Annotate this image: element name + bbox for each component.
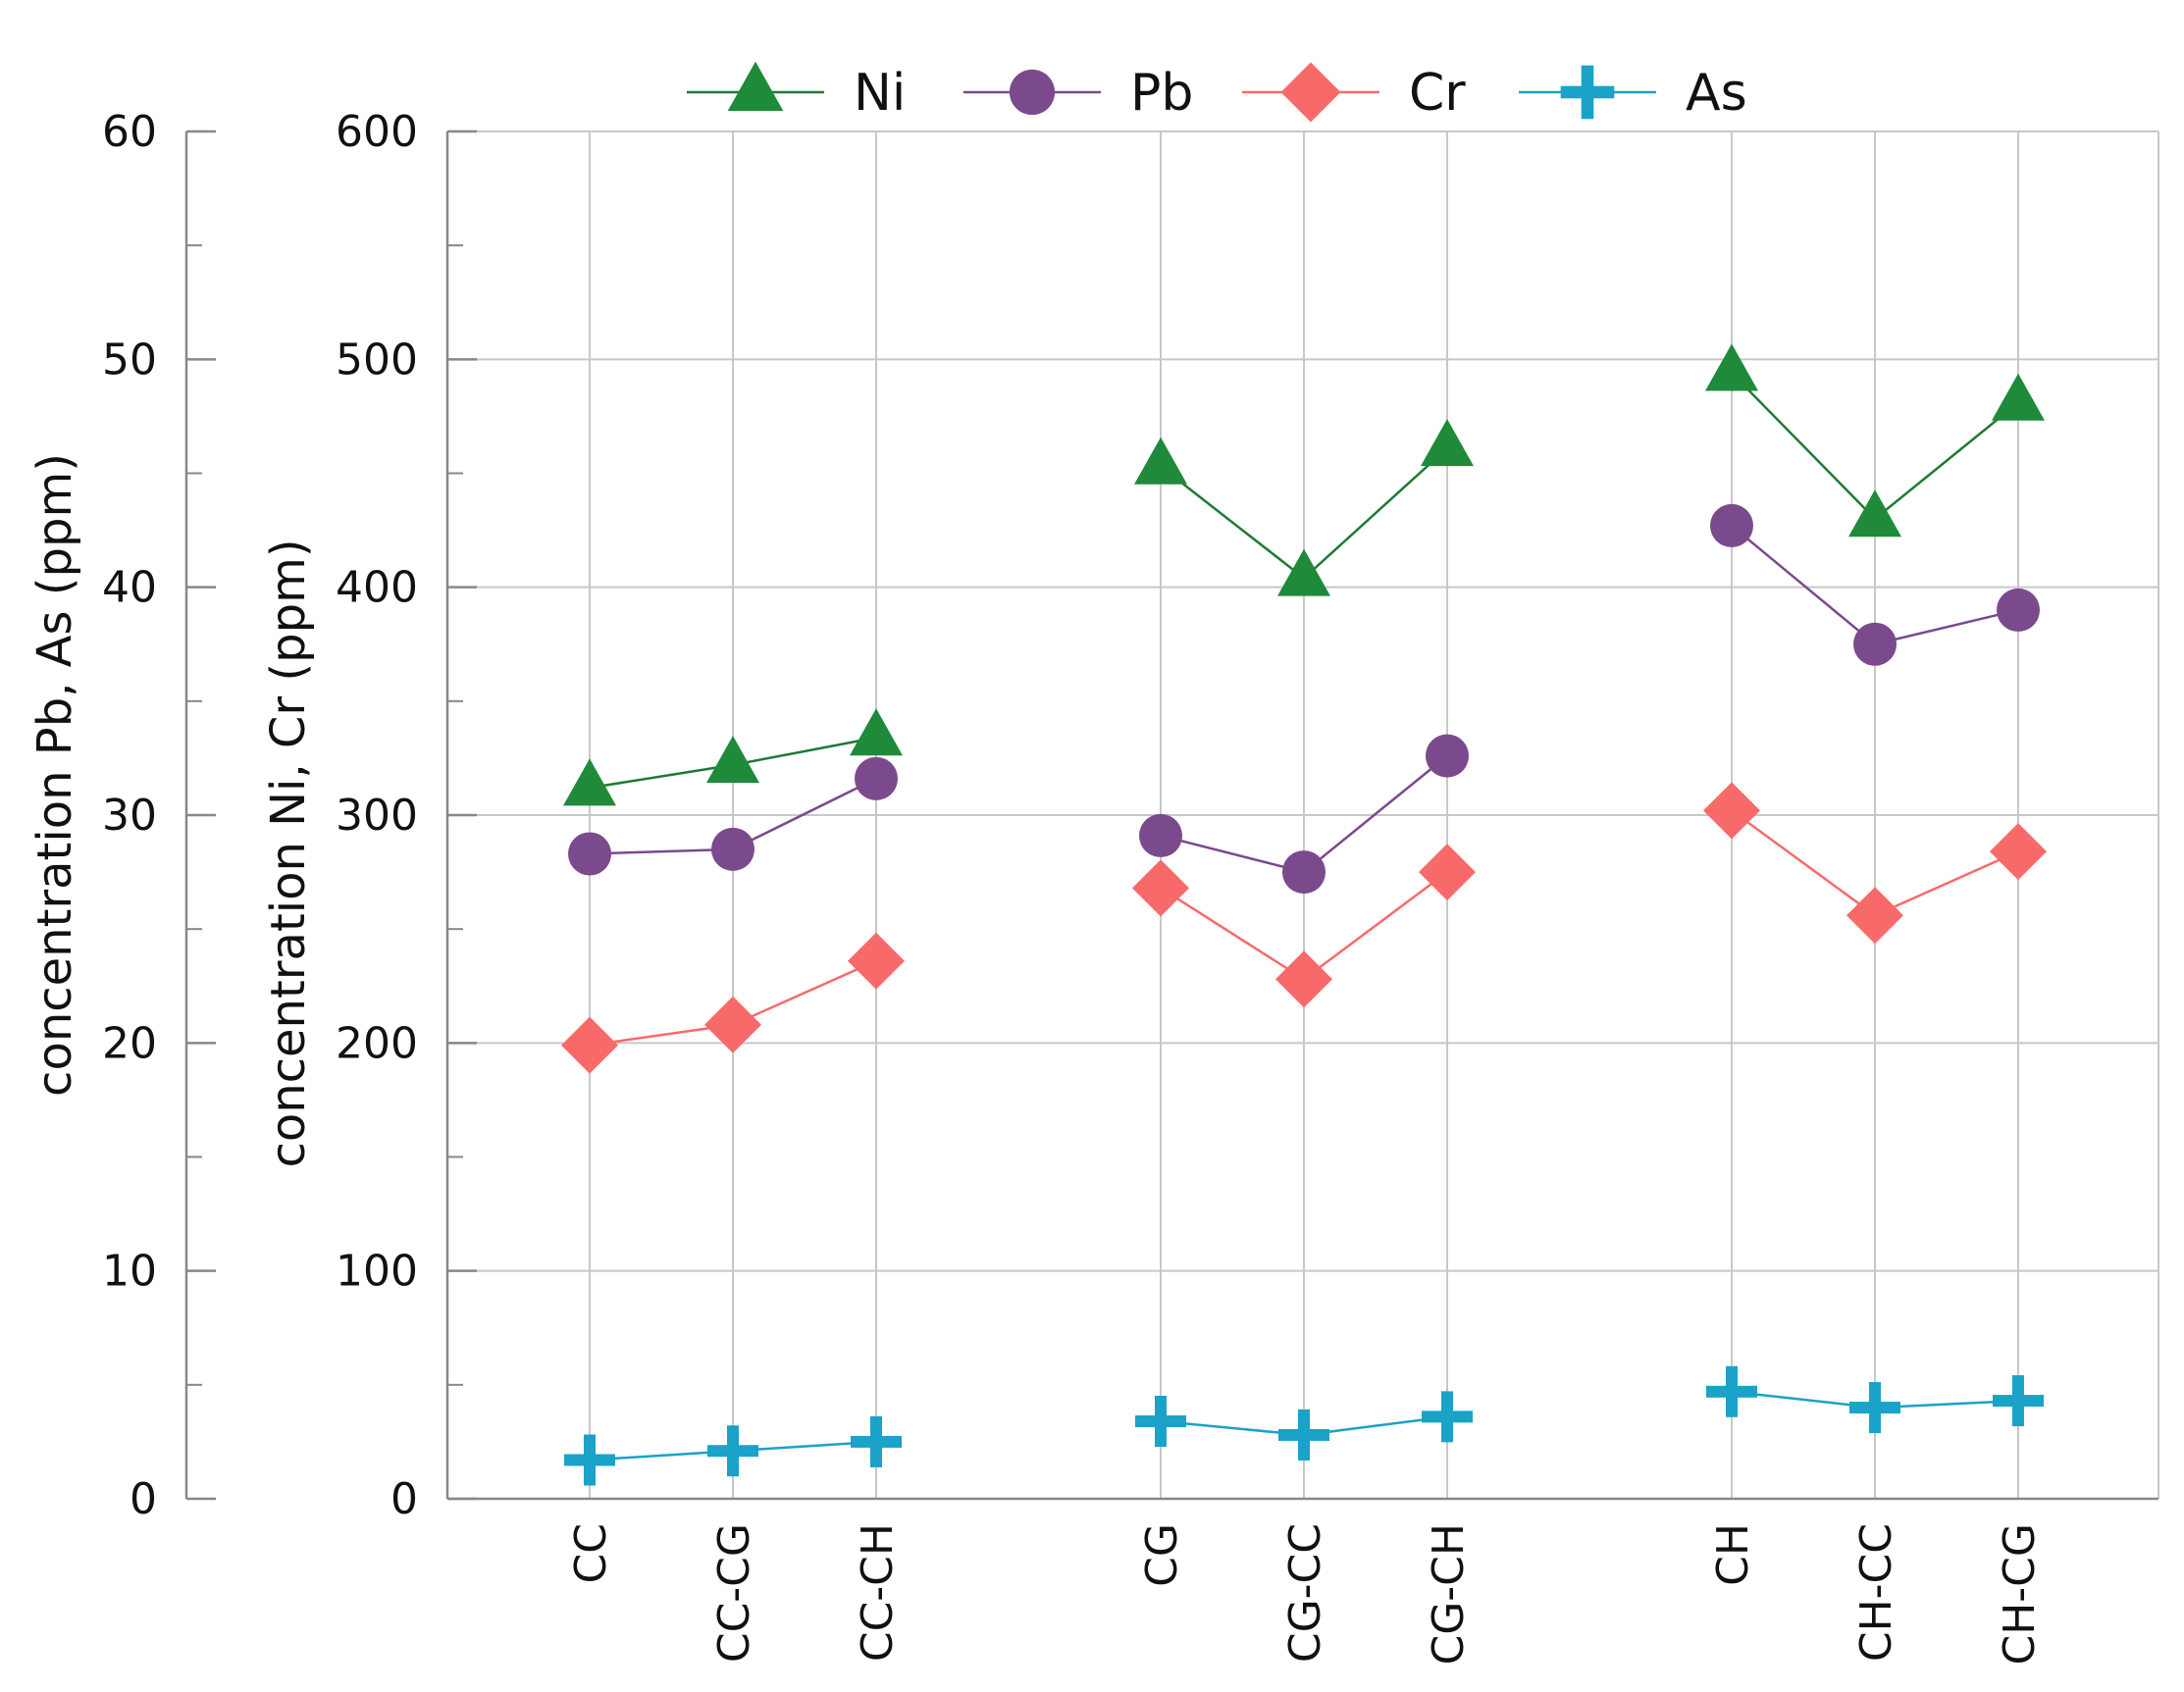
point-ni-cg	[1134, 436, 1187, 485]
point-cr-ch-cg	[1990, 823, 2047, 881]
category-label: CH-CC	[1851, 1523, 1901, 1662]
legend-entry-ni: Ni	[687, 61, 906, 123]
tick-labels: 0 100 200 300 400 500 600 0 10 20 30 40 50 60	[102, 107, 418, 1524]
plus-bar-v	[1581, 65, 1594, 120]
legend-marker-cr	[1280, 62, 1341, 123]
point-ni-cg-cc	[1277, 548, 1330, 596]
legend-label-as: As	[1686, 64, 1747, 123]
point-pb-cg-ch	[1426, 734, 1469, 778]
plus-bar-v	[2012, 1375, 2024, 1427]
plus-bar-v	[1869, 1382, 1881, 1434]
ni-cr-tick-label: 500	[336, 334, 418, 385]
ni-cr-tick-label: 600	[336, 107, 418, 157]
point-pb-ch	[1710, 503, 1753, 547]
point-as-cg	[1135, 1396, 1186, 1448]
legend-marker-pb	[1009, 69, 1056, 116]
category-label: CC-CG	[709, 1523, 759, 1663]
point-as-ch	[1706, 1365, 1757, 1417]
series-ni	[563, 343, 2045, 806]
grid-lines	[447, 130, 2159, 1499]
pb-as-tick-label: 0	[130, 1474, 157, 1524]
pb-as-tick-label: 50	[102, 334, 157, 385]
point-cr-cc-ch	[848, 932, 905, 990]
point-ni-ch-cc	[1848, 489, 1901, 538]
axes	[184, 129, 2158, 1501]
pb-as-tick-label: 40	[102, 563, 157, 613]
plus-bar-v	[1441, 1391, 1453, 1443]
plus-bar-v	[1298, 1409, 1310, 1461]
point-as-cg-ch	[1422, 1391, 1473, 1443]
category-label: CC-CH	[853, 1523, 903, 1662]
category-label: CG	[1137, 1523, 1187, 1587]
point-cr-cc	[561, 1016, 618, 1074]
pb-as-tick-label: 10	[102, 1247, 157, 1297]
series-as	[564, 1365, 2044, 1486]
point-ni-cc-cg	[706, 736, 759, 784]
legend-label-pb: Pb	[1130, 64, 1193, 123]
point-as-cc-ch	[851, 1415, 902, 1467]
plus-bar-v	[584, 1434, 596, 1486]
right-axis-title: concentration Ni, Cr (ppm)	[261, 538, 316, 1167]
point-cr-ch-cc	[1846, 887, 1903, 945]
point-as-cc	[564, 1434, 615, 1486]
point-pb-ch-cc	[1853, 622, 1897, 666]
point-pb-cc-ch	[855, 756, 898, 800]
point-cr-cc-cg	[704, 996, 761, 1053]
point-cr-cg-cc	[1275, 950, 1332, 1008]
ni-cr-tick-label: 0	[390, 1474, 418, 1524]
ni-cr-tick-label: 200	[336, 1018, 418, 1068]
category-label: CH	[1708, 1523, 1758, 1586]
point-pb-cc	[568, 832, 611, 876]
point-pb-cc-cg	[711, 827, 754, 871]
point-as-ch-cg	[1993, 1375, 2044, 1427]
legend-marker-ni	[727, 61, 784, 112]
legend-entry-cr: Cr	[1242, 62, 1466, 123]
point-ni-cg-ch	[1421, 419, 1474, 467]
point-cr-cg-ch	[1419, 844, 1476, 901]
plus-bar-v	[1155, 1396, 1167, 1448]
ni-cr-tick-label: 100	[336, 1247, 418, 1297]
point-as-ch-cc	[1849, 1382, 1900, 1434]
category-label: CG-CC	[1280, 1523, 1330, 1663]
point-ni-cc	[563, 758, 616, 806]
legend: Ni Pb Cr As	[687, 61, 1747, 123]
plus-bar-v	[727, 1425, 739, 1477]
series-pb	[568, 503, 2040, 895]
plus-bar-v	[1726, 1365, 1738, 1417]
ni-cr-tick-label: 300	[336, 791, 418, 841]
legend-label-cr: Cr	[1409, 64, 1466, 123]
plus-bar-v	[870, 1415, 882, 1467]
point-cr-cg	[1132, 859, 1189, 917]
point-pb-cg	[1139, 813, 1182, 857]
legend-entry-pb: Pb	[963, 64, 1193, 123]
left-axis-title: concentration Pb, As (ppm)	[27, 453, 82, 1097]
pb-as-tick-label: 30	[102, 791, 157, 841]
category-label: CH-CG	[1995, 1523, 2045, 1666]
point-ni-ch	[1705, 343, 1758, 391]
legend-entry-as: As	[1519, 64, 1747, 123]
legend-marker-as	[1560, 65, 1615, 120]
point-ni-ch-cg	[1992, 373, 2045, 421]
point-ni-cc-ch	[850, 708, 903, 756]
legend-label-ni: Ni	[854, 64, 906, 123]
point-pb-cg-cc	[1282, 850, 1326, 895]
pb-as-tick-label: 60	[102, 107, 157, 157]
point-as-cg-cc	[1278, 1409, 1329, 1461]
point-as-cc-cg	[707, 1425, 758, 1477]
category-label: CC	[566, 1523, 616, 1583]
series-layer	[561, 343, 2047, 1486]
point-cr-ch	[1703, 782, 1760, 840]
category-labels: CC CC-CG CC-CH CG CG-CC CG-CH CH CH-CC CH-CG	[566, 1523, 2045, 1666]
pb-as-tick-label: 20	[102, 1018, 157, 1068]
category-label: CG-CH	[1424, 1523, 1474, 1666]
series-cr	[561, 782, 2047, 1074]
point-pb-ch-cg	[1997, 588, 2040, 632]
ni-cr-tick-label: 400	[336, 563, 418, 613]
